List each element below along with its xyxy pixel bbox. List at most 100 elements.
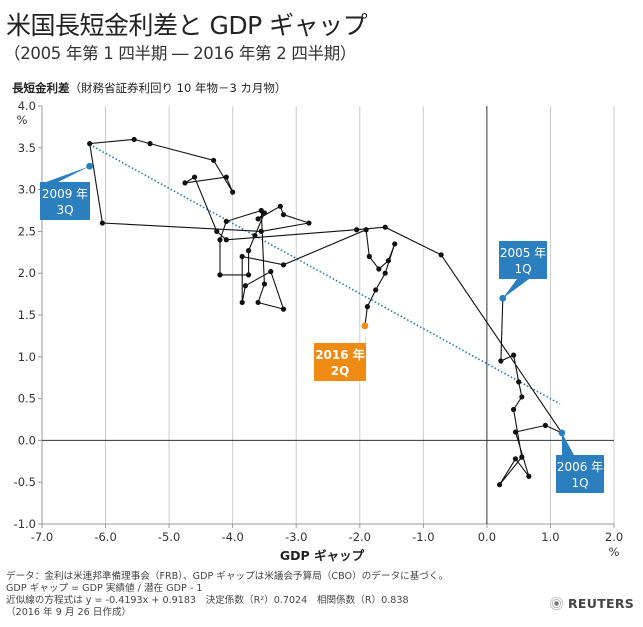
- footnote-date: （2016 年 9 月 26 日作成）: [6, 607, 132, 618]
- data-point: [191, 174, 198, 180]
- data-point: [366, 253, 372, 260]
- trendline: [89, 143, 561, 405]
- data-point: [214, 228, 220, 234]
- data-point: [230, 189, 236, 195]
- x-tick-label: -4.0: [221, 530, 243, 544]
- data-point: [280, 212, 287, 218]
- x-axis-title: GDP ギャップ: [280, 548, 365, 563]
- data-point: [512, 429, 519, 435]
- reuters-logo: REUTERS: [549, 596, 634, 611]
- data-point: [280, 306, 287, 312]
- x-tick-label: 0.0: [478, 530, 496, 544]
- data-point: [510, 406, 517, 413]
- data-point: [519, 454, 525, 460]
- series-line: [89, 138, 564, 486]
- data-point: [252, 232, 258, 239]
- data-point: [245, 248, 252, 254]
- chart-subtitle: （2005 年第 1 四半期 ― 2016 年第 2 四半期）: [4, 44, 357, 63]
- y-tick-label: 0.5: [18, 392, 36, 406]
- y-axis-title: 長短金利差（財務省証券利回り 10 年物－3 カ月物）: [12, 80, 286, 96]
- x-tick-label: -6.0: [94, 530, 116, 544]
- y-axis-title-note: （財務省証券利回り 10 年物－3 カ月物）: [69, 81, 287, 95]
- y-tick-label: 0.0: [18, 433, 36, 447]
- data-point: [182, 180, 188, 186]
- footnotes: データ：金利は米連邦準備理事会（FRB）、GDP ギャップは米議会予算局（CBO…: [6, 571, 448, 619]
- data-point: [280, 262, 287, 268]
- callout-label-year: 2009 年: [42, 187, 88, 201]
- y-tick-label: -1.0: [14, 517, 36, 531]
- data-point: [542, 422, 548, 428]
- data-point: [392, 241, 398, 247]
- data-point: [261, 281, 268, 287]
- highlight-point: [499, 294, 507, 302]
- callout-label-quarter: 1Q: [514, 262, 531, 276]
- data-point: [258, 228, 264, 234]
- callout-pointer: [46, 166, 90, 182]
- data-point: [363, 227, 369, 233]
- data-point: [147, 141, 153, 147]
- footnote-definition: GDP ギャップ = GDP 実績値 / 潜在 GDP - 1: [6, 583, 203, 594]
- highlight-point: [361, 322, 369, 330]
- data-point: [385, 258, 391, 264]
- callout-pointer: [502, 279, 529, 299]
- data-point: [255, 216, 261, 222]
- data-point: [364, 304, 371, 310]
- reuters-dots-icon: [549, 596, 564, 611]
- data-point: [211, 157, 217, 163]
- y-tick-label: 1.5: [18, 308, 36, 322]
- footnote-equation: 近似線の方程式は y = -0.4193x + 0.9183 決定係数（R²）0…: [6, 595, 409, 606]
- callout-label-quarter: 3Q: [56, 203, 73, 217]
- data-point: [217, 237, 223, 243]
- callout-pointer: [561, 432, 574, 455]
- y-tick-label: 2.5: [18, 224, 36, 238]
- data-point: [373, 287, 379, 293]
- data-point: [516, 379, 522, 385]
- x-tick-label: 2.0: [605, 530, 623, 544]
- footnote-source: データ：金利は米連邦準備理事会（FRB）、GDP ギャップは米議会予算局（CBO…: [6, 571, 449, 582]
- data-point: [512, 456, 519, 462]
- data-point: [223, 237, 229, 243]
- data-point: [519, 394, 525, 400]
- callout-label-quarter: 2Q: [331, 364, 350, 378]
- y-axis-title-main: 長短金利差: [12, 81, 70, 95]
- highlight-point: [558, 429, 566, 437]
- y-tick-label: 2.0: [18, 266, 36, 280]
- data-point: [438, 252, 444, 258]
- callout-label-year: 2005 年: [500, 246, 546, 260]
- x-unit-label: %: [609, 545, 620, 559]
- data-point: [382, 224, 388, 230]
- data-point: [277, 203, 283, 209]
- chart-title: 米国長短金利差と GDP ギャップ: [6, 11, 368, 40]
- data-point: [99, 220, 105, 226]
- callout-box: [499, 241, 547, 279]
- callout-box: [556, 455, 604, 493]
- reuters-logo-text: REUTERS: [568, 596, 635, 611]
- data-point: [526, 473, 532, 479]
- callout-pointer: [364, 325, 366, 359]
- data-point: [217, 272, 223, 278]
- data-point: [498, 358, 504, 364]
- x-tick-label: -7.0: [31, 530, 53, 544]
- data-point: [258, 207, 264, 214]
- data-point: [382, 270, 388, 276]
- callout-label-quarter: 1Q: [571, 476, 588, 490]
- y-tick-label: 3.5: [18, 141, 36, 155]
- callout-box: [314, 343, 366, 381]
- callout-box: [40, 182, 90, 220]
- data-point: [306, 220, 312, 226]
- data-point: [354, 227, 360, 233]
- callout-label-year: 2016 年: [315, 347, 365, 362]
- data-point: [239, 299, 245, 306]
- data-point: [223, 174, 229, 180]
- data-point: [223, 218, 229, 224]
- callout-label-year: 2006 年: [557, 460, 603, 474]
- y-unit-label: %: [17, 113, 28, 127]
- data-point: [87, 141, 93, 147]
- data-point: [245, 272, 252, 278]
- x-tick-label: -1.0: [412, 530, 434, 544]
- data-point: [131, 136, 137, 143]
- y-tick-label: 4.0: [18, 99, 36, 113]
- data-point: [255, 299, 261, 306]
- y-tick-label: -0.5: [14, 475, 36, 489]
